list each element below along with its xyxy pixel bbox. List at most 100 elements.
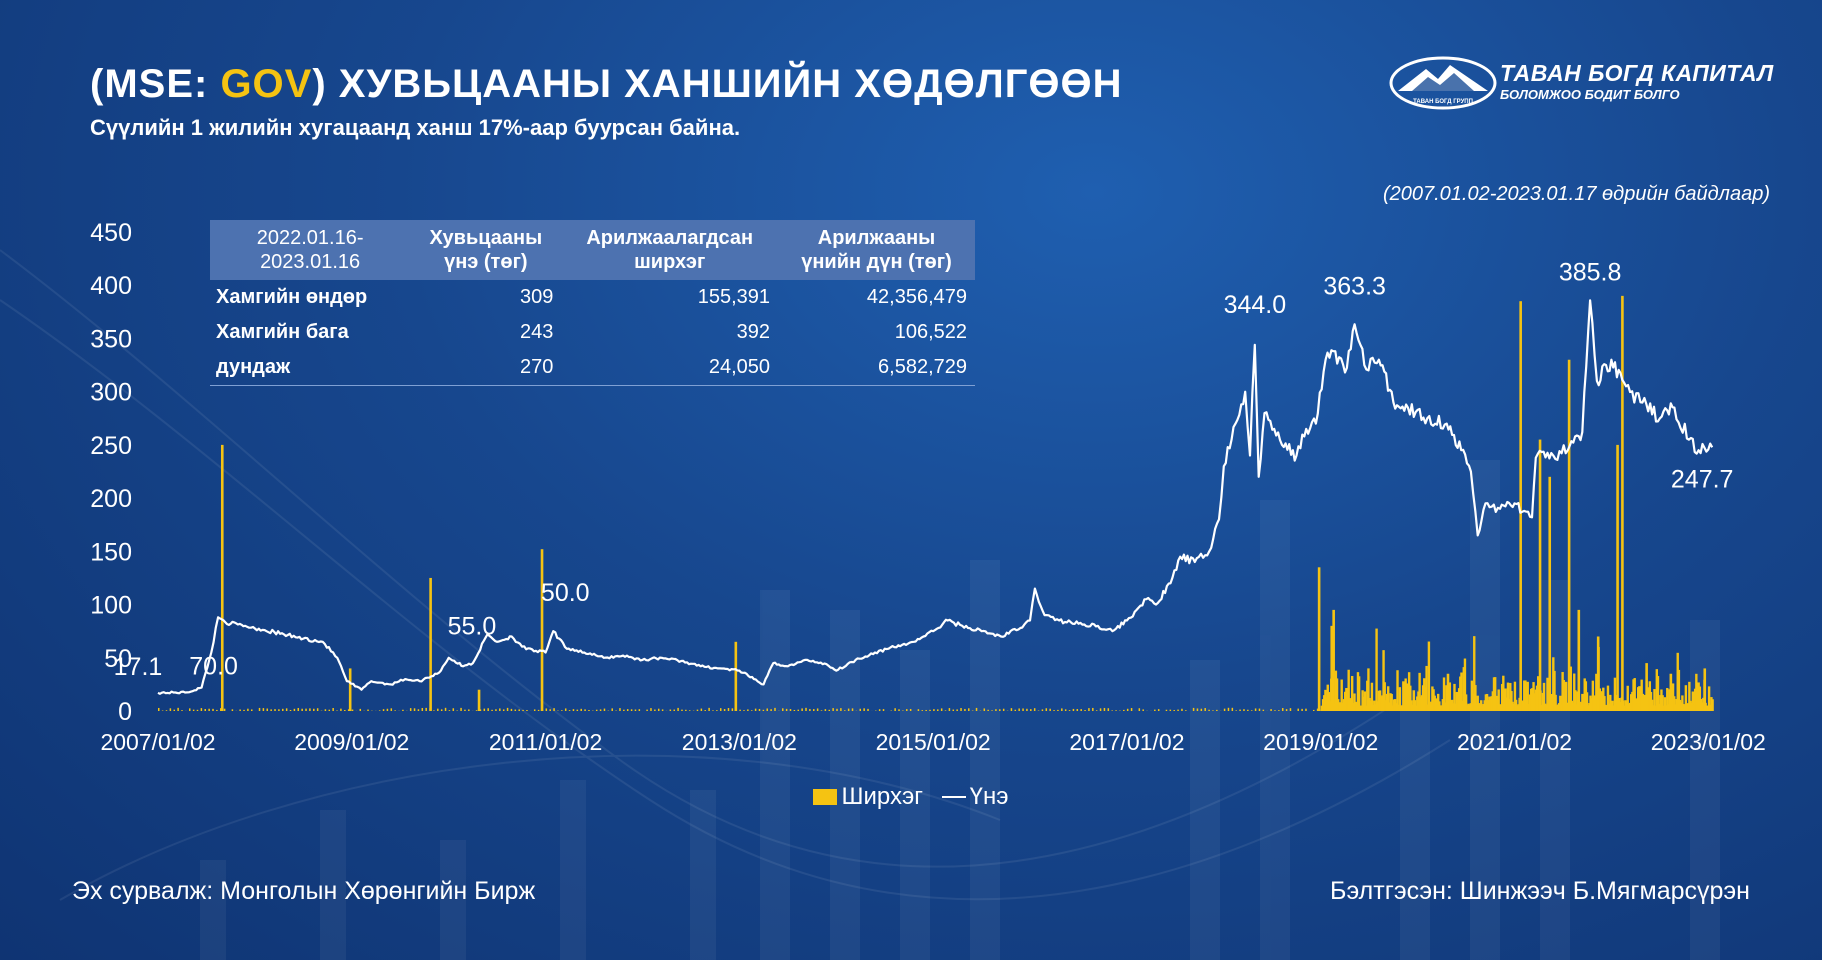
volume-bar [464,709,466,711]
volume-bar [712,710,714,711]
stats-row-high: Хамгийн өндөр 309 155,391 42,356,479 [210,280,975,315]
volume-bar [1370,682,1374,711]
volume-bar [1559,695,1562,711]
date-range-note: (2007.01.02-2023.01.17 өдрийн байдлаар) [1382,183,1770,205]
volume-bar [433,710,435,711]
volume-bar [809,709,811,711]
volume-bar [1126,708,1129,711]
volume-bar [1698,686,1702,711]
volume-bar [1177,709,1179,711]
volume-bar [611,708,613,711]
volume-bar [878,709,881,711]
volume-bar [1513,681,1517,711]
volume-bar [514,709,517,711]
volume-bar [1169,709,1172,711]
volume-spike [1538,439,1542,711]
volume-bar [1673,696,1676,711]
volume-bar [646,709,648,711]
legend-volume-swatch [813,789,838,806]
volume-bar [1208,709,1210,711]
stats-header-period: 2022.01.16- 2023.01.16 [210,220,411,280]
volume-bar [475,710,478,711]
volume-bar [1641,693,1645,711]
volume-bar [1626,685,1629,711]
volume-bar [158,707,160,711]
volume-bar [700,708,703,711]
volume-bar [452,708,455,711]
volume-bar [987,709,989,711]
volume-spike [1332,609,1335,711]
volume-bar [223,708,226,711]
volume-bar [1677,669,1681,711]
volume-bar [274,709,276,711]
volume-bar [483,708,486,711]
volume-bar [708,707,710,711]
volume-bar [367,709,369,711]
volume-bar [975,707,978,711]
volume-bar [1173,710,1175,711]
volume-bar [247,708,249,711]
price-line [157,299,1714,695]
volume-bar [243,709,245,711]
volume-bar [1289,708,1292,711]
volume-bar [491,709,493,711]
logo-text: ТАВАН БОГД КАПИТАЛ БОЛОМЖОО БОДИТ БОЛГО [1500,60,1774,102]
x-tick-label: 2009/01/02 [294,729,409,755]
volume-bar [239,709,241,711]
volume-bar [1398,687,1402,711]
volume-spike [1645,663,1648,711]
volume-bar [1542,682,1546,711]
page-title: (MSE: GOV) ХУВЬЦААНЫ ХАНШИЙН ХӨДӨЛГӨӨН [90,62,1123,106]
data-label: 50.0 [541,579,590,607]
volume-bar [661,709,664,711]
volume-bar [1581,693,1584,711]
stats-row-average: дундаж 270 24,050 6,582,729 [210,350,975,386]
volume-bar [723,709,726,711]
volume-bar [262,708,265,711]
x-tick-label: 2021/01/02 [1457,729,1572,755]
volume-bar [1250,710,1253,711]
volume-bar [956,709,958,711]
volume-bar [805,707,807,711]
volume-bar [537,709,540,711]
volume-bar [212,708,214,711]
volume-spike [348,668,352,711]
volume-bar [251,709,253,711]
volume-bar [545,708,548,711]
volume-bar [1254,708,1257,711]
volume-bar [1320,709,1323,711]
volume-bar [754,708,757,711]
volume-bar [1614,694,1618,711]
data-label: 70.0 [189,652,238,680]
volume-bar [1681,695,1684,711]
volume-bar [933,709,935,711]
volume-bar [1453,683,1456,711]
volume-spike [220,444,224,711]
volume-bar [902,710,904,711]
stats-row-label: Хамгийн бага [216,320,349,343]
volume-bar [824,709,827,711]
volume-bar [789,709,792,711]
volume-bar [1707,686,1711,711]
volume-bar [940,708,943,711]
volume-bar [1383,682,1386,711]
source-note: Эх сурвалж: Монголын Хөрөнгийн Бирж [72,877,536,905]
volume-bar [766,708,768,711]
volume-bar [192,709,195,711]
volume-bar [1506,682,1510,711]
volume-bar [1473,636,1476,711]
volume-bar [402,709,404,711]
volume-bar [716,710,718,711]
data-label: 17.1 [114,653,163,681]
volume-bar [929,709,931,711]
volume-bar [1695,673,1698,711]
volume-bar [200,708,203,711]
volume-bar [468,709,470,711]
volume-bar [1606,685,1610,711]
volume-bar [231,709,234,711]
stats-row-label: дундаж [210,350,411,386]
volume-bar [626,709,629,711]
volume-bar [576,709,579,711]
stats-header-row: 2022.01.16- 2023.01.16 Хувьцааны үнэ (төг)… [210,220,975,280]
volume-bar [774,707,776,711]
